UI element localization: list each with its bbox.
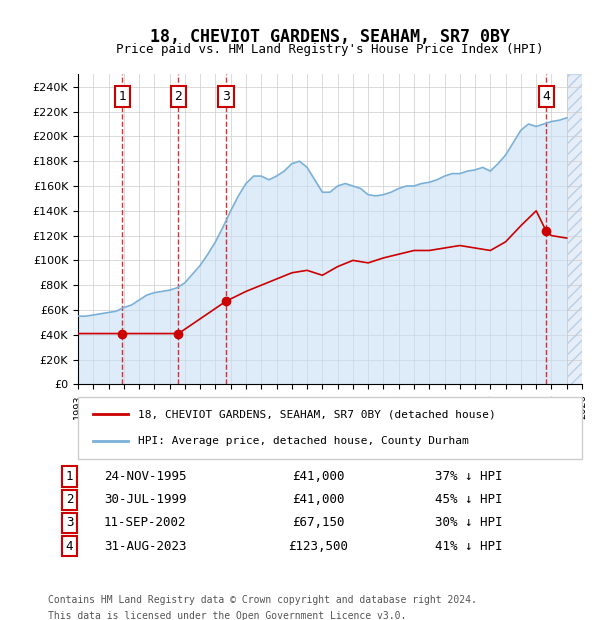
Text: Contains HM Land Registry data © Crown copyright and database right 2024.: Contains HM Land Registry data © Crown c… <box>48 595 477 605</box>
Text: 31-AUG-2023: 31-AUG-2023 <box>104 539 187 552</box>
Text: £67,150: £67,150 <box>292 516 344 529</box>
Text: £41,000: £41,000 <box>292 470 344 483</box>
Bar <box>567 74 582 384</box>
Bar <box>567 74 582 384</box>
Text: £41,000: £41,000 <box>292 494 344 507</box>
Text: 3: 3 <box>222 90 230 103</box>
FancyBboxPatch shape <box>78 397 582 459</box>
Text: 24-NOV-1995: 24-NOV-1995 <box>104 470 187 483</box>
Text: 3: 3 <box>66 516 73 529</box>
Text: Price paid vs. HM Land Registry's House Price Index (HPI): Price paid vs. HM Land Registry's House … <box>116 43 544 56</box>
Text: HPI: Average price, detached house, County Durham: HPI: Average price, detached house, Coun… <box>139 436 469 446</box>
Text: 2: 2 <box>175 90 182 103</box>
Text: 4: 4 <box>542 90 550 103</box>
Text: 11-SEP-2002: 11-SEP-2002 <box>104 516 187 529</box>
Text: 18, CHEVIOT GARDENS, SEAHAM, SR7 0BY: 18, CHEVIOT GARDENS, SEAHAM, SR7 0BY <box>150 28 510 46</box>
Text: £123,500: £123,500 <box>288 539 348 552</box>
Text: 41% ↓ HPI: 41% ↓ HPI <box>436 539 503 552</box>
Text: 18, CHEVIOT GARDENS, SEAHAM, SR7 0BY (detached house): 18, CHEVIOT GARDENS, SEAHAM, SR7 0BY (de… <box>139 409 496 419</box>
Text: 30-JUL-1999: 30-JUL-1999 <box>104 494 187 507</box>
Text: 4: 4 <box>66 539 73 552</box>
Text: 37% ↓ HPI: 37% ↓ HPI <box>436 470 503 483</box>
Text: 2: 2 <box>66 494 73 507</box>
Text: 1: 1 <box>118 90 126 103</box>
Text: 45% ↓ HPI: 45% ↓ HPI <box>436 494 503 507</box>
Text: 1: 1 <box>66 470 73 483</box>
Text: This data is licensed under the Open Government Licence v3.0.: This data is licensed under the Open Gov… <box>48 611 406 620</box>
Text: 30% ↓ HPI: 30% ↓ HPI <box>436 516 503 529</box>
